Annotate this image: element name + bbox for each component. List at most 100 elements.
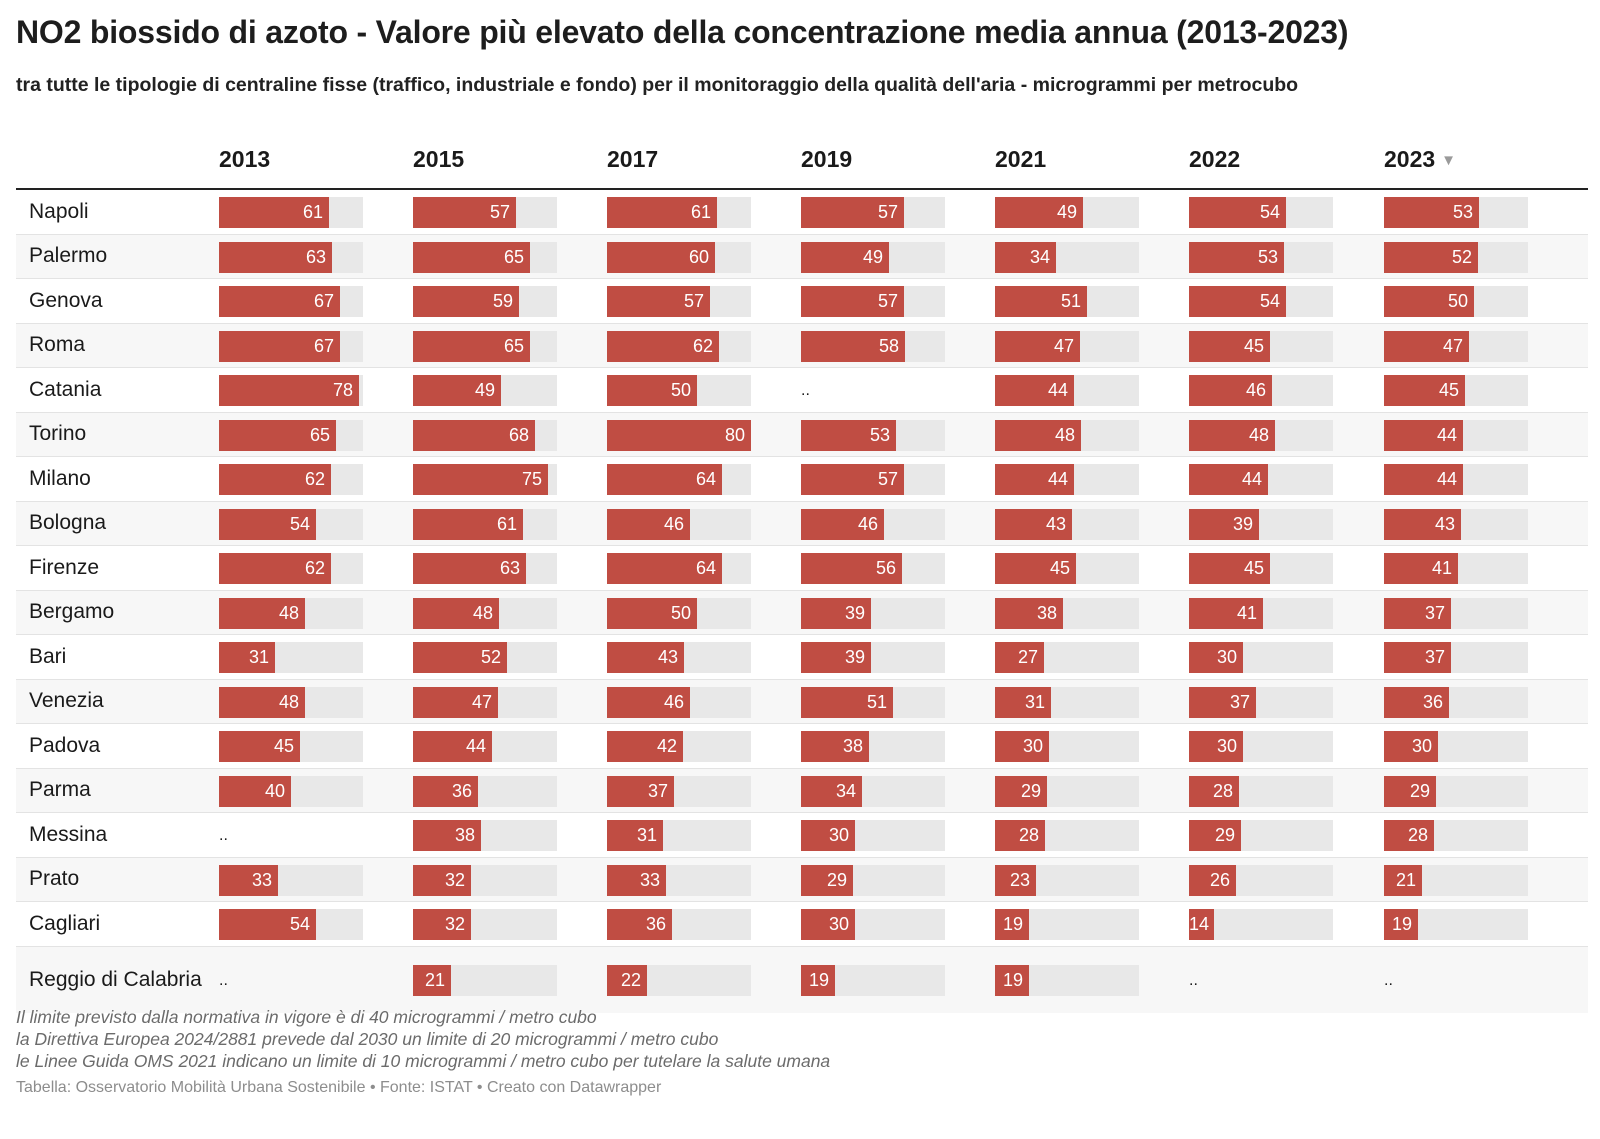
value-cell: 57 [607,286,751,317]
column-header-2015[interactable]: 2015 [413,146,464,173]
column-header-label: 2017 [607,146,659,172]
value-label: 41 [1236,602,1257,623]
value-bar [995,330,1080,362]
column-header-2023[interactable]: 2023 ▼ [1384,146,1456,173]
value-cell: 37 [1384,642,1528,673]
column-header-2021[interactable]: 2021 [995,146,1046,173]
table-row: Catania 78 49 50.. 44 46 45 [16,368,1588,413]
value-bar [607,330,719,362]
city-label: Roma [29,333,86,357]
value-label: 53 [1257,246,1278,267]
value-bar [219,597,305,629]
value-bar [219,775,291,807]
column-header-2022[interactable]: 2022 [1189,146,1240,173]
value-cell: 29 [1384,775,1528,807]
value-label: 52 [480,647,501,667]
value-label: 30 [1216,647,1237,667]
value-cell: 34 [801,775,945,807]
value-label: 21 [1395,869,1416,890]
value-bar [413,419,535,451]
table-row: Bergamo 48 48 50 39 38 41 37 [16,590,1588,635]
value-bar [801,597,871,629]
value-bar [801,642,871,673]
value-cell: 47 [413,686,557,718]
city-label: Genova [29,288,103,312]
value-label: 64 [695,558,716,578]
value-bar [607,286,710,317]
column-header-2017[interactable]: 2017 [607,146,658,173]
value-cell: 39 [801,642,945,673]
missing-value-label: .. [1189,971,1198,989]
sort-descending-icon[interactable]: ▼ [1441,152,1457,169]
value-cell: .. [219,965,363,996]
column-header-2019[interactable]: 2019 [801,146,852,173]
value-label: 63 [499,558,520,578]
value-bar [219,197,329,228]
value-cell: 30 [1189,642,1333,673]
value-bar [995,964,1029,996]
value-bar [1384,508,1461,540]
table-row: Messina.. 38 31 30 28 29 28 [16,813,1588,858]
value-label: 14 [1189,914,1210,934]
value-bar [219,419,336,451]
value-label: 32 [444,869,465,890]
value-cell: 40 [219,775,363,807]
value-bar [995,553,1076,584]
value-bar [413,909,471,940]
value-cell: 30 [995,731,1139,762]
value-label: 32 [444,914,465,934]
value-cell: 65 [413,241,557,273]
table-row: Reggio di Calabria.. 21 22 19 19.... [16,946,1588,1013]
value-label: 54 [1259,202,1280,222]
notes: Il limite previsto dalla normativa in vi… [16,1006,830,1072]
value-label: 62 [304,558,325,578]
value-cell: 75 [413,464,557,495]
city-label: Napoli [29,199,89,223]
value-label: 46 [663,513,684,534]
value-cell: 59 [413,286,557,317]
value-label: 29 [826,869,847,890]
value-bar [413,686,498,718]
value-cell: 49 [801,241,945,273]
value-cell: 49 [995,197,1139,228]
value-cell: 41 [1384,553,1528,584]
value-cell: 50 [607,375,751,406]
value-bar [1189,508,1259,540]
value-label: 29 [1020,780,1041,801]
value-bar [219,286,340,317]
value-label: 63 [305,246,326,267]
value-bar [1189,775,1239,807]
value-bar [1384,419,1463,451]
value-label: 31 [248,647,269,667]
value-bar [1384,553,1458,584]
missing-value-label: .. [219,827,228,844]
value-label: 39 [844,602,865,623]
value-cell: 30 [801,909,945,940]
value-label: 30 [828,825,849,845]
value-bar [1189,419,1275,451]
value-cell: 44 [413,731,557,762]
value-bar [801,731,869,762]
value-cell: 67 [219,330,363,362]
value-label: 65 [309,424,330,445]
value-cell: 50 [1384,286,1528,317]
value-label: 46 [663,691,684,712]
source-footer: Tabella: Osservatorio Mobilità Urbana So… [16,1079,662,1096]
value-cell: 42 [607,731,751,762]
value-label: 31 [636,825,657,845]
value-bar [1384,597,1451,629]
value-cell: 53 [801,419,945,451]
value-label: 43 [1434,513,1455,534]
value-cell: 32 [413,864,557,896]
column-header-2013[interactable]: 2013 [219,146,270,173]
value-bar [607,964,647,996]
value-label: 37 [647,780,668,801]
value-bar [801,330,905,362]
value-label: 49 [862,246,883,267]
value-label: 34 [1029,246,1050,267]
value-cell: 23 [995,864,1139,896]
value-cell: 65 [413,330,557,362]
value-cell: 54 [219,508,363,540]
value-bar [1384,197,1479,228]
value-label: 62 [304,469,325,489]
